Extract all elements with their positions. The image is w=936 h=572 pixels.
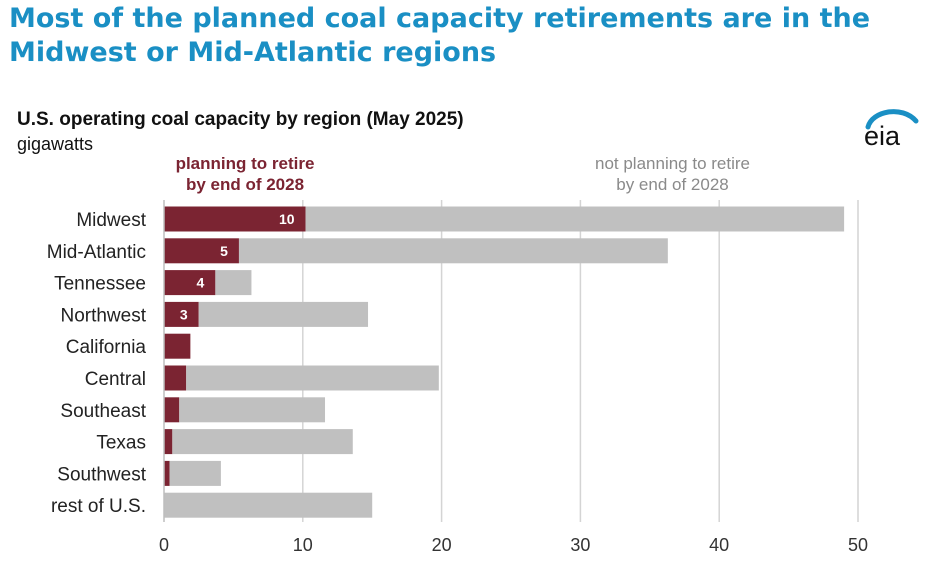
category-label: Midwest — [76, 210, 146, 231]
legend-not-retiring-line-1: not planning to retire — [595, 154, 750, 173]
category-label: Southwest — [57, 464, 146, 485]
bar-not-retiring — [186, 365, 439, 391]
x-tick-label: 20 — [432, 535, 452, 555]
category-label: Texas — [96, 433, 146, 454]
x-tick-label: 0 — [159, 535, 169, 555]
bar-retiring — [164, 238, 239, 264]
bar-retiring — [164, 301, 199, 327]
category-label: California — [66, 337, 147, 358]
x-tick-label: 10 — [293, 535, 313, 555]
data-label: 5 — [220, 243, 228, 259]
bar-retiring — [164, 460, 170, 486]
eia-logo-text: eia — [864, 121, 901, 151]
bar-retiring — [164, 333, 191, 359]
category-label: Tennessee — [54, 274, 146, 295]
bar-not-retiring — [169, 460, 221, 486]
bar-not-retiring — [172, 429, 353, 455]
legend-not-retiring-line-2: by end of 2028 — [616, 175, 729, 194]
chart-subtitle: gigawatts — [17, 134, 94, 154]
data-label: 10 — [279, 211, 295, 227]
legend-retiring-line-2: by end of 2028 — [185, 175, 305, 194]
x-tick-label: 50 — [848, 535, 868, 555]
x-tick-label: 30 — [570, 535, 590, 555]
x-tick-label: 40 — [709, 535, 729, 555]
bar-retiring — [164, 270, 216, 296]
bar-retiring — [164, 397, 180, 423]
chart-title: U.S. operating coal capacity by region (… — [17, 109, 464, 130]
bar-not-retiring — [215, 270, 252, 296]
category-label: Central — [85, 369, 146, 390]
category-label: Southeast — [60, 401, 146, 422]
bar-retiring — [164, 429, 173, 455]
bar-retiring — [164, 365, 187, 391]
bar-retiring — [164, 206, 306, 232]
bar-not-retiring — [238, 238, 668, 264]
data-label: 4 — [197, 275, 205, 291]
bar-not-retiring — [305, 206, 845, 232]
legend-not-retiring: not planning to retire by end of 2028 — [560, 153, 785, 195]
category-label: rest of U.S. — [51, 496, 146, 517]
headline: Most of the planned coal capacity retire… — [9, 3, 871, 68]
category-label: Northwest — [60, 305, 146, 326]
category-label: Mid-Atlantic — [47, 242, 146, 263]
bar-not-retiring — [164, 492, 373, 518]
data-label: 3 — [180, 306, 188, 322]
legend-retiring: planning to retire by end of 2028 — [140, 153, 350, 195]
bar-not-retiring — [198, 301, 369, 327]
bar-not-retiring — [179, 397, 326, 423]
legend-retiring-line-1: planning to retire — [175, 154, 315, 173]
eia-logo-swoosh-icon — [865, 109, 919, 130]
eia-logo: eia — [864, 109, 919, 151]
